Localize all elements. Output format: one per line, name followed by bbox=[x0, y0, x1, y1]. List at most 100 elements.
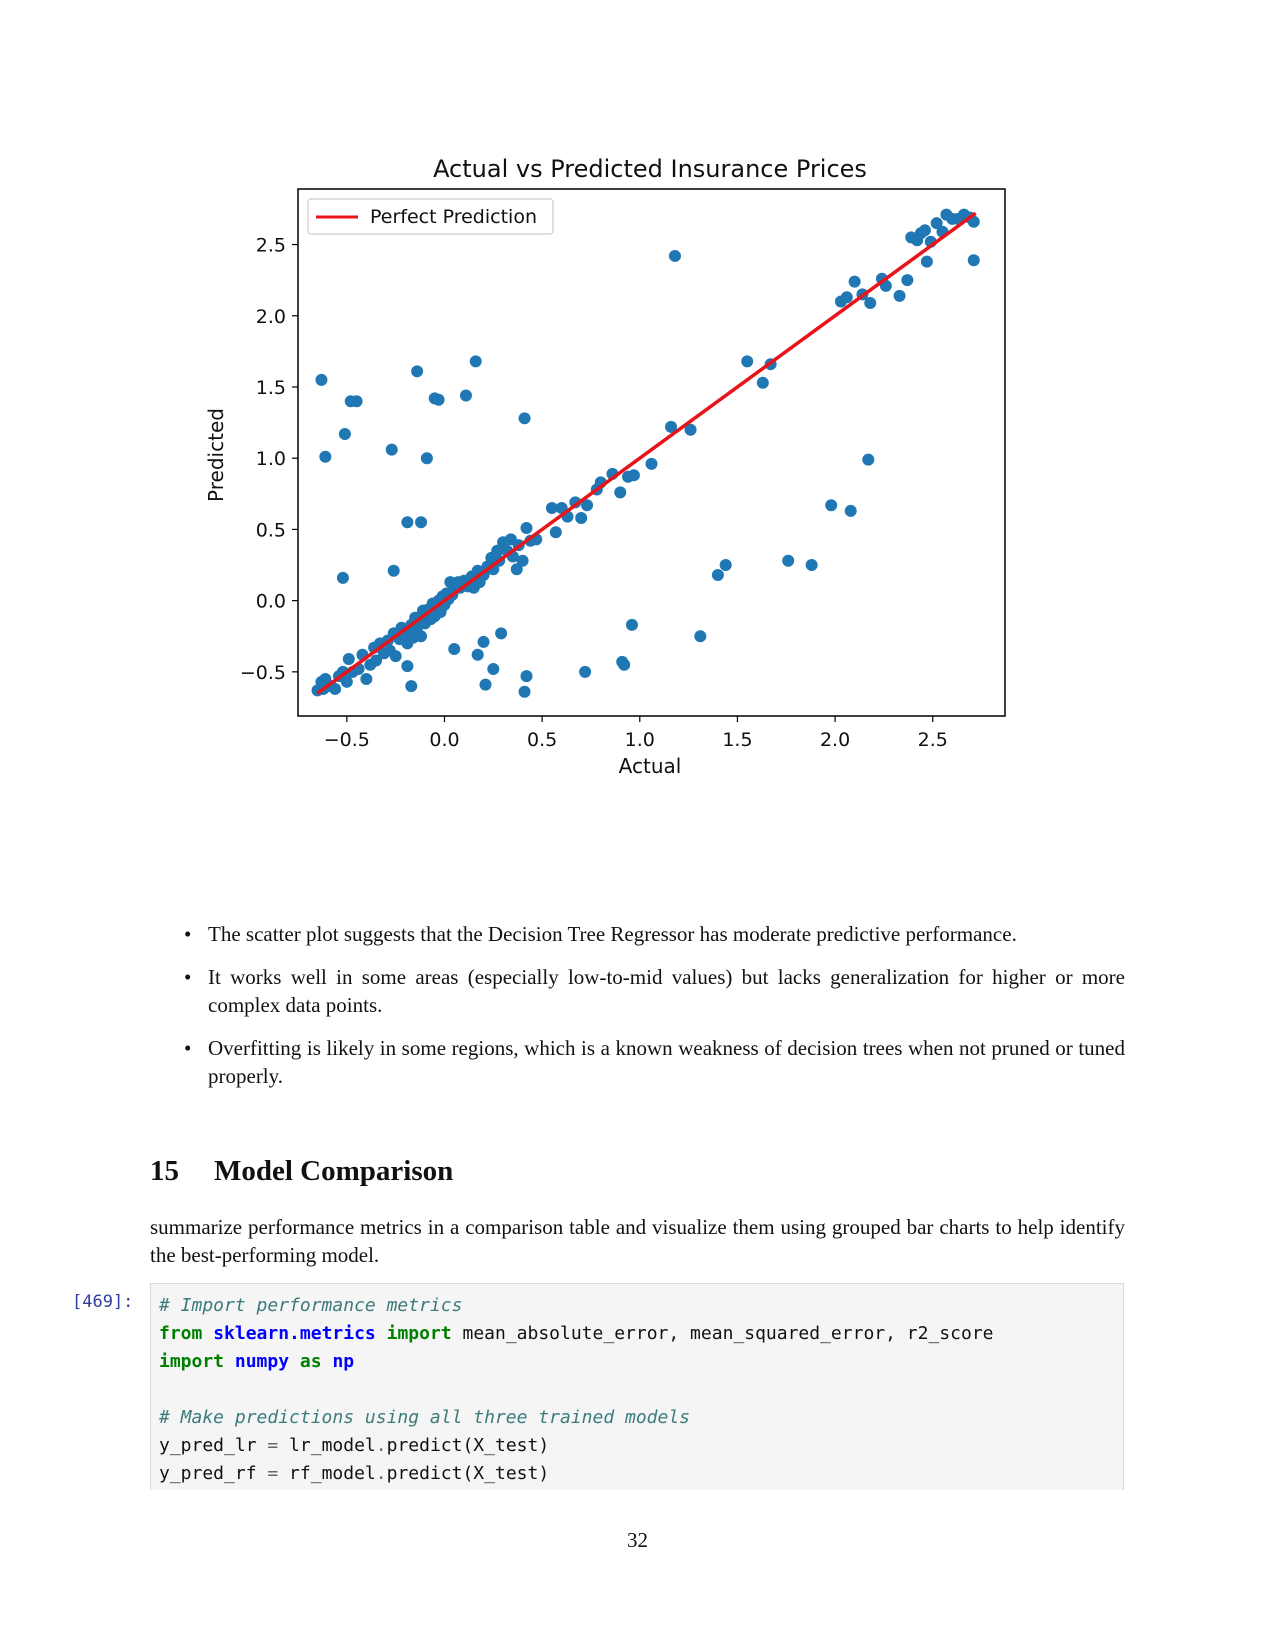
data-point bbox=[315, 373, 328, 386]
section-heading: 15 Model Comparison bbox=[150, 1155, 453, 1188]
code-token: rf_model bbox=[278, 1463, 376, 1484]
cell-prompt: [469]: bbox=[72, 1292, 134, 1312]
data-point bbox=[336, 571, 349, 584]
y-tick-label: 2.5 bbox=[256, 235, 286, 257]
data-point bbox=[471, 648, 484, 661]
data-point bbox=[614, 486, 627, 499]
bullet-item: • Overfitting is likely in some regions, … bbox=[184, 1036, 1125, 1088]
code-line: # Import performance metrics bbox=[159, 1292, 1115, 1320]
data-point bbox=[516, 554, 529, 567]
code-line: # Make predictions using all three train… bbox=[159, 1404, 1115, 1432]
code-token bbox=[224, 1351, 235, 1372]
bullet-text: It works well in some areas (especially … bbox=[208, 965, 1125, 1017]
data-point bbox=[411, 365, 424, 378]
data-point bbox=[448, 643, 461, 656]
data-point bbox=[401, 516, 414, 529]
data-point bbox=[545, 502, 558, 515]
code-token: predict(X_test) bbox=[386, 1435, 550, 1456]
data-point bbox=[782, 554, 795, 567]
y-tick-label: 1.0 bbox=[256, 448, 286, 470]
data-point bbox=[329, 682, 342, 695]
code-token: numpy bbox=[234, 1351, 290, 1372]
code-line: import numpy as np bbox=[159, 1348, 1115, 1376]
code-token: = bbox=[267, 1463, 279, 1484]
data-point bbox=[342, 653, 355, 666]
code-token: y_pred_lr bbox=[159, 1435, 268, 1456]
data-point bbox=[420, 452, 433, 465]
data-point bbox=[491, 544, 504, 557]
data-point bbox=[967, 254, 980, 267]
data-point bbox=[741, 355, 754, 368]
data-point bbox=[340, 675, 353, 688]
data-point bbox=[920, 255, 933, 268]
data-point bbox=[350, 395, 363, 408]
x-tick-label: 1.0 bbox=[625, 729, 655, 751]
data-point bbox=[901, 274, 914, 287]
bullet-item: • The scatter plot suggests that the Deci… bbox=[184, 922, 1017, 946]
data-point bbox=[415, 516, 428, 529]
bullet-text: The scatter plot suggests that the Decis… bbox=[208, 922, 1017, 946]
data-point bbox=[387, 564, 400, 577]
code-token: # Make predictions using all three train… bbox=[159, 1407, 691, 1428]
intro-paragraph: summarize performance metrics in a compa… bbox=[150, 1215, 1125, 1267]
code-token bbox=[376, 1323, 387, 1344]
data-point bbox=[618, 658, 631, 671]
y-tick-label: 2.0 bbox=[256, 306, 286, 328]
data-point bbox=[477, 635, 490, 648]
data-point bbox=[918, 224, 931, 237]
data-point bbox=[510, 563, 523, 576]
code-token: lr_model bbox=[278, 1435, 376, 1456]
legend-label: Perfect Prediction bbox=[370, 206, 537, 228]
code-token bbox=[202, 1323, 213, 1344]
code-token bbox=[289, 1351, 300, 1372]
data-point bbox=[756, 376, 769, 389]
bullet-item: • It works well in some areas (especially… bbox=[184, 965, 1125, 1017]
code-token: import bbox=[159, 1351, 225, 1372]
data-point bbox=[520, 670, 533, 683]
data-point bbox=[840, 291, 853, 304]
data-point bbox=[469, 355, 482, 368]
data-point bbox=[581, 499, 594, 512]
data-point bbox=[711, 568, 724, 581]
x-tick-label: 0.0 bbox=[429, 729, 459, 751]
x-tick-label: 1.5 bbox=[722, 729, 752, 751]
code-token: mean_absolute_error, mean_squared_error,… bbox=[451, 1323, 994, 1344]
data-point bbox=[579, 665, 592, 678]
code-line: y_pred_rf = rf_model.predict(X_test) bbox=[159, 1460, 1115, 1488]
data-point bbox=[575, 512, 588, 525]
code-line bbox=[159, 1376, 1115, 1404]
data-point bbox=[319, 450, 332, 463]
data-point bbox=[432, 393, 445, 406]
data-point bbox=[401, 660, 414, 673]
code-token: from bbox=[159, 1323, 203, 1344]
y-axis-label: Predicted bbox=[204, 408, 228, 502]
data-point bbox=[549, 526, 562, 539]
data-point bbox=[684, 423, 697, 436]
data-point bbox=[518, 412, 531, 425]
perfect-prediction-line bbox=[316, 211, 977, 695]
x-axis-label: Actual bbox=[619, 754, 682, 778]
data-point bbox=[518, 685, 531, 698]
data-point bbox=[370, 654, 383, 667]
code-token: = bbox=[267, 1435, 279, 1456]
bullet-text: Overfitting is likely in some regions, w… bbox=[208, 1036, 1125, 1088]
code-token: y_pred_rf bbox=[159, 1463, 268, 1484]
data-point bbox=[479, 678, 492, 691]
code-line: y_pred_lr = lr_model.predict(X_test) bbox=[159, 1432, 1115, 1460]
page-number: 32 bbox=[627, 1528, 648, 1552]
legend: Perfect Prediction bbox=[307, 198, 554, 235]
x-tick-label: 2.5 bbox=[918, 729, 948, 751]
code-line: from sklearn.metrics import mean_absolut… bbox=[159, 1320, 1115, 1348]
data-point bbox=[405, 680, 418, 693]
x-tick-label: 2.0 bbox=[820, 729, 850, 751]
code-token: np bbox=[332, 1351, 355, 1372]
legend-box bbox=[307, 198, 554, 235]
code-token: import bbox=[386, 1323, 452, 1344]
data-point bbox=[389, 650, 402, 663]
data-point bbox=[893, 289, 906, 302]
data-point bbox=[825, 499, 838, 512]
y-tick-label: 0.0 bbox=[256, 591, 286, 613]
data-point bbox=[487, 662, 500, 675]
data-point bbox=[805, 559, 818, 572]
code-cell[interactable]: # Import performance metrics from sklearn… bbox=[150, 1283, 1124, 1490]
